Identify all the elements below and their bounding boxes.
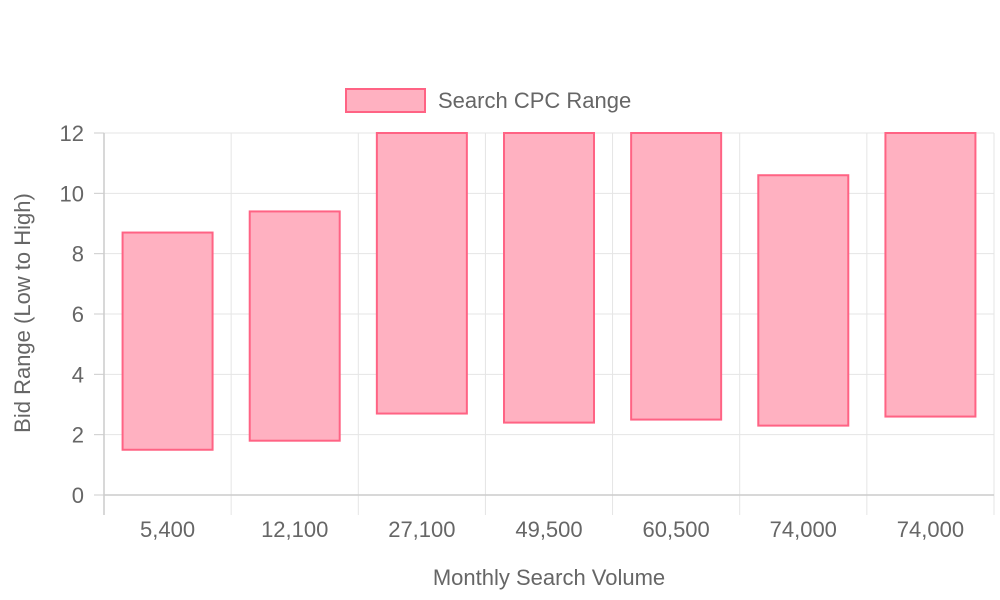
range-bar[interactable] <box>503 132 595 424</box>
bars <box>121 132 977 451</box>
y-tick-label: 8 <box>72 242 84 267</box>
range-bar[interactable] <box>248 210 341 442</box>
x-tick-label: 49,500 <box>515 517 582 542</box>
range-bar[interactable] <box>121 231 214 451</box>
range-bar[interactable] <box>757 174 850 427</box>
legend[interactable]: Search CPC Range <box>345 88 631 113</box>
y-tick-label: 6 <box>72 302 84 327</box>
x-tick-label: 60,500 <box>642 517 709 542</box>
y-tick-label: 12 <box>60 121 84 146</box>
y-tick-label: 10 <box>60 181 84 206</box>
x-tick-label: 5,400 <box>140 517 195 542</box>
x-axis-title: Monthly Search Volume <box>433 565 665 590</box>
y-tick-label: 2 <box>72 423 84 448</box>
legend-label: Search CPC Range <box>438 88 631 113</box>
y-tick-label: 4 <box>72 362 84 387</box>
y-axis-title: Bid Range (Low to High) <box>10 193 35 433</box>
legend-swatch <box>345 88 426 113</box>
y-axis-ticks: 0 2 4 6 8 10 12 <box>60 121 104 508</box>
range-bar[interactable] <box>630 132 723 421</box>
axes <box>103 133 994 515</box>
x-tick-label: 12,100 <box>261 517 328 542</box>
y-tick-label: 0 <box>72 483 84 508</box>
range-bar[interactable] <box>884 132 977 418</box>
x-tick-label: 74,000 <box>770 517 837 542</box>
range-bar[interactable] <box>375 132 468 415</box>
x-tick-label: 27,100 <box>388 517 455 542</box>
x-tick-label: 74,000 <box>897 517 964 542</box>
x-axis-ticks: 5,400 12,100 27,100 49,500 60,500 74,000 74,00… <box>140 517 964 542</box>
